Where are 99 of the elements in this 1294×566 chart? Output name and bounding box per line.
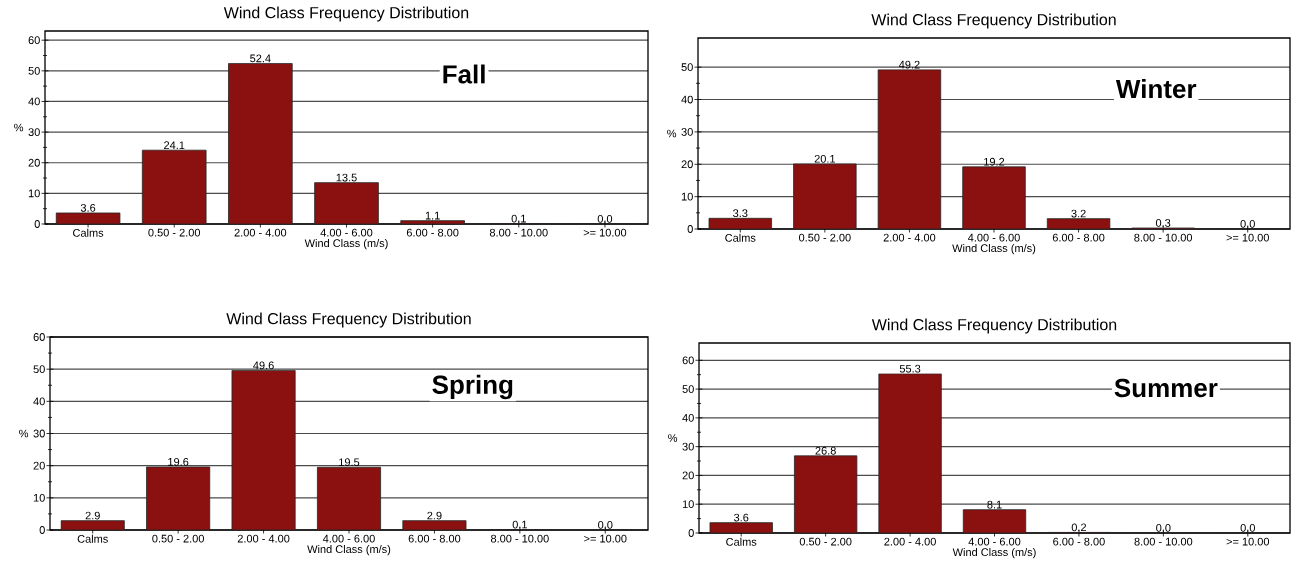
data-label: 3.6	[734, 513, 749, 522]
data-label: 52.4	[250, 54, 271, 63]
x-tick-label: >= 10.00	[1226, 233, 1269, 242]
y-axis-title: %	[668, 434, 678, 442]
data-label: 1.1	[425, 211, 440, 220]
y-axis-title: %	[667, 129, 677, 138]
data-label: 24.1	[164, 141, 185, 149]
annotation: Fall	[443, 64, 485, 84]
x-tick-label: Calms	[73, 228, 104, 237]
data-label: 19.5	[339, 458, 360, 467]
data-label: 3.3	[733, 209, 748, 218]
data-label: 0.1	[512, 520, 527, 529]
chart-title: Wind Class Frequency Distribution	[871, 13, 1116, 29]
annotation: Winter	[1115, 79, 1197, 99]
chart-title: Wind Class Frequency Distribution	[871, 318, 1117, 334]
chart-title: Wind Class Frequency Distribution	[223, 6, 469, 22]
y-tick-label: 0	[39, 526, 45, 534]
x-tick-label: 8.00 - 10.00	[1134, 537, 1193, 546]
x-tick-label: >= 10.00	[583, 228, 627, 237]
data-label: 0.1	[511, 214, 526, 223]
x-axis-title: Wind Class (m/s)	[307, 544, 391, 556]
data-label: 26.8	[815, 446, 836, 455]
x-axis-title: Wind Class (m/s)	[304, 238, 388, 250]
data-label: 13.5	[336, 173, 357, 182]
x-tick-label: 0.50 - 2.00	[798, 233, 851, 242]
x-tick-label: 6.00 - 8.00	[406, 228, 459, 237]
y-tick-label: 50	[681, 63, 693, 72]
data-label: 19.6	[168, 457, 189, 466]
y-tick-label: 20	[33, 461, 45, 470]
y-tick-label: 10	[33, 493, 45, 502]
y-tick-label: 10	[681, 192, 693, 201]
x-axis-title: Wind Class (m/s)	[952, 243, 1036, 255]
x-tick-label: 8.00 - 10.00	[1134, 233, 1193, 242]
x-tick-label: 8.00 - 10.00	[490, 534, 549, 543]
y-tick-label: 0	[688, 529, 694, 537]
y-axis-title: %	[19, 429, 29, 438]
data-label: 49.6	[253, 361, 274, 370]
y-tick-label: 50	[33, 365, 45, 374]
y-tick-label: 40	[28, 97, 40, 106]
data-label: 0.0	[1240, 220, 1255, 228]
x-tick-label: 0.50 - 2.00	[148, 228, 201, 237]
data-label: 2.9	[85, 511, 100, 520]
data-label: 8.1	[987, 500, 1002, 509]
data-label: 3.2	[1071, 209, 1086, 218]
x-tick-label: 0.50 - 2.00	[152, 534, 204, 543]
data-label: 0.0	[1240, 524, 1255, 532]
x-tick-label: Calms	[726, 537, 757, 546]
y-tick-label: 0	[34, 220, 40, 228]
x-tick-label: 6.00 - 8.00	[1052, 233, 1105, 242]
y-tick-label: 50	[682, 385, 694, 393]
y-tick-label: 30	[28, 128, 40, 136]
y-tick-label: 60	[682, 356, 694, 365]
y-tick-label: 0	[687, 225, 693, 233]
y-tick-label: 40	[682, 413, 694, 422]
chart-title: Wind Class Frequency Distribution	[226, 312, 471, 328]
x-tick-label: 8.00 - 10.00	[489, 228, 548, 237]
x-tick-label: 4.00 - 6.00	[967, 233, 1020, 242]
y-tick-label: 40	[33, 397, 45, 406]
annotation: Spring	[432, 374, 513, 400]
x-tick-label: 4.00 - 6.00	[322, 534, 375, 543]
x-tick-label: Calms	[77, 534, 108, 543]
y-tick-label: 30	[33, 429, 45, 438]
y-tick-label: 20	[28, 158, 40, 167]
data-label: 20.1	[814, 154, 836, 163]
data-label: 3.6	[80, 203, 96, 212]
data-label: 0.0	[597, 215, 613, 223]
y-tick-label: 50	[28, 66, 40, 75]
x-tick-label: 2.00 - 4.00	[884, 537, 936, 546]
data-label: 49.2	[898, 60, 920, 69]
x-tick-label: 2.00 - 4.00	[237, 534, 290, 543]
y-tick-label: 20	[681, 160, 693, 169]
x-tick-label: >= 10.00	[1226, 537, 1270, 546]
x-tick-label: 6.00 - 8.00	[408, 534, 461, 543]
y-tick-label: 10	[682, 500, 694, 509]
y-tick-label: 60	[28, 36, 40, 45]
x-tick-label: 4.00 - 6.00	[320, 228, 373, 237]
x-axis-title: Wind Class (m/s)	[952, 547, 1036, 559]
x-tick-label: 6.00 - 8.00	[1053, 537, 1105, 546]
x-tick-label: 0.50 - 2.00	[799, 537, 852, 546]
data-label: 0.0	[598, 521, 613, 529]
y-tick-label: 60	[33, 333, 45, 341]
y-tick-label: 30	[681, 128, 693, 136]
data-label: 0.0	[1156, 524, 1171, 532]
y-tick-label: 40	[681, 95, 693, 104]
data-label: 19.2	[984, 157, 1005, 166]
y-tick-label: 10	[28, 189, 40, 198]
y-tick-label: 30	[682, 442, 694, 451]
x-tick-label: 4.00 - 6.00	[968, 537, 1021, 546]
x-tick-label: >= 10.00	[584, 534, 627, 543]
x-tick-label: Calms	[725, 233, 756, 242]
x-tick-label: 2.00 - 4.00	[234, 228, 287, 237]
data-label: 2.9	[427, 511, 442, 520]
annotation: Summer	[1114, 378, 1218, 398]
x-tick-label: 2.00 - 4.00	[883, 233, 936, 242]
data-label: 0.2	[1071, 523, 1087, 532]
y-tick-label: 20	[682, 471, 694, 480]
data-label: 0.3	[1155, 219, 1171, 227]
y-axis-title: %	[14, 123, 24, 132]
data-label: 55.3	[899, 364, 921, 373]
